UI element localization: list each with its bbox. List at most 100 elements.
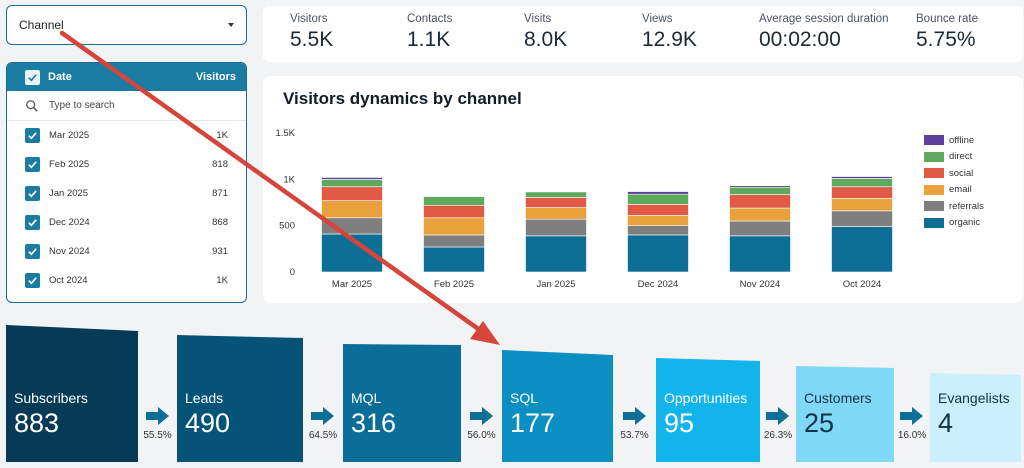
legend-item-organic[interactable]: organic [924,215,984,232]
date-row-value: 931 [212,246,228,257]
date-filter-panel: Date Visitors Type to search Mar 2025 1K F… [6,62,247,303]
x-tick-label: Oct 2024 [843,279,882,290]
date-row-value: 868 [212,217,228,228]
conversion-rate: 64.5% [305,406,341,441]
funnel-stage-label: SQL [510,390,539,406]
date-row-label: Jan 2025 [49,188,89,199]
bar-segment-social [831,186,893,199]
date-row-label: Dec 2024 [49,217,90,228]
funnel-stage-value: 25 [804,408,835,438]
date-filter-row[interactable]: Mar 2025 1K [7,121,246,150]
funnel-stage-value: 490 [185,408,231,438]
bar-segment-organic [831,226,893,273]
y-tick-label: 0 [290,267,295,278]
kpi-label: Views [642,13,673,25]
x-tick-label: Mar 2025 [332,279,372,290]
bar-segment-organic [525,235,587,273]
stacked-bar-chart: 0 500 1K 1.5K Mar 2025 Feb 2025 Jan 2025 Dec 20… [275,128,893,290]
funnel-block [177,335,303,462]
legend-label: referrals [949,200,984,212]
bar-segment-offline [729,185,791,188]
bar-segment-direct [729,186,791,195]
visitors-chart-card: 0 500 1K 1.5K Mar 2025 Feb 2025 Jan 2025 Dec 20… [263,76,1023,303]
legend-swatch [924,135,944,146]
date-filter-row[interactable]: Oct 2024 1K [7,266,246,295]
funnel-stage-label: Evangelists [938,390,1010,406]
checkbox[interactable] [25,244,40,259]
bar-segment-organic [423,246,485,273]
bar-segment-referrals [831,210,893,227]
date-row-label: Feb 2025 [49,159,90,170]
date-filter-row[interactable]: Nov 2024 931 [7,237,246,266]
checkbox[interactable] [25,186,40,201]
checkbox[interactable] [25,128,40,143]
kpi-avg-session-duration: Average session duration 00:02:00 [759,13,889,52]
legend-swatch [924,151,944,162]
y-tick-label: 500 [279,221,295,232]
conversion-rate: 16.0% [894,406,930,441]
legend-item-direct[interactable]: direct [924,149,984,166]
funnel-stage-evangelists: Evangelists 4 [930,373,1021,462]
date-filter-header: Date Visitors [7,63,246,91]
conversion-rate-value: 56.0% [467,430,496,441]
legend-swatch [924,201,944,212]
search-icon [26,99,38,112]
bar-segment-direct [831,178,893,188]
bar-segment-organic [321,233,383,273]
bar-segment-referrals [729,220,791,237]
legend-item-email[interactable]: email [924,182,984,199]
date-row-label: Oct 2024 [49,275,88,286]
funnel-stage-label: MQL [351,390,382,406]
bar-segment-social [627,204,689,216]
date-filter-row[interactable]: Feb 2025 818 [7,150,246,179]
chevron-down-icon [228,23,234,27]
bar-segment-social [423,204,485,219]
y-tick-label: 1K [283,174,295,185]
channel-dropdown[interactable]: Channel [6,5,247,45]
bar-segment-email [831,198,893,212]
date-filter-row[interactable]: Dec 2024 868 [7,208,246,237]
funnel-block [796,366,894,462]
chart-legend: offline direct social email referrals organic [924,132,984,231]
bar-segment-referrals [627,225,689,236]
date-column-header: Date [48,71,72,83]
kpi-label: Average session duration [759,13,889,25]
x-tick-label: Jan 2025 [536,279,575,290]
bar-segment-offline [321,177,383,180]
visitors-column-header: Visitors [195,71,236,83]
bar-segment-organic [627,234,689,273]
date-filter-row[interactable]: Jan 2025 871 [7,179,246,208]
funnel-block [656,358,760,462]
conversion-rate: 55.5% [140,406,176,441]
funnel-stage-sql: SQL 177 [502,350,613,462]
select-all-checkbox[interactable] [25,69,40,85]
bar-segment-direct [423,196,485,206]
checkbox[interactable] [25,157,40,172]
funnel-stage-mql: MQL 316 [343,344,461,462]
bar-segment-offline [831,176,893,179]
legend-item-referrals[interactable]: referrals [924,198,984,215]
legend-item-social[interactable]: social [924,165,984,182]
bar-segment-email [525,207,587,220]
x-tick-label: Feb 2025 [434,279,474,290]
x-tick-label: Nov 2024 [740,279,781,290]
conversion-rate: 53.7% [617,406,653,441]
funnel-stage-label: Opportunities [664,390,748,406]
date-search-input[interactable]: Type to search [7,91,246,121]
legend-item-offline[interactable]: offline [924,132,984,149]
checkbox[interactable] [25,273,40,288]
arrow-right-icon [145,407,169,425]
funnel-stage-value: 177 [510,408,556,438]
arrow-right-icon [766,407,789,425]
checkbox[interactable] [25,215,40,230]
conversion-rate-value: 55.5% [143,430,172,441]
date-row-value: 818 [212,159,228,170]
legend-swatch [924,217,944,228]
kpi-visitors: Visitors 5.5K [290,13,333,52]
arrow-right-icon [469,407,493,425]
date-row-value: 1K [216,130,228,141]
kpi-scorecards: Visitors 5.5K Contacts 1.1K Visits 8.0K … [263,6,1023,62]
date-row-label: Mar 2025 [49,130,90,141]
bar-segment-referrals [321,217,383,235]
date-row-label: Nov 2024 [49,246,90,257]
